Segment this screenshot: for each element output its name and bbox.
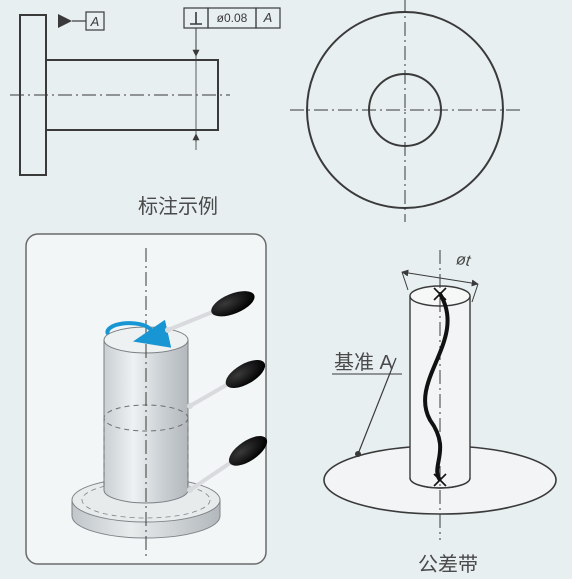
fcf-tolerance: ø0.08: [217, 11, 248, 25]
datum-a-tag: A: [58, 12, 104, 30]
datum-a-label: 基准 A: [334, 346, 393, 375]
phi-t-label: øt: [455, 251, 472, 271]
datum-letter: A: [90, 14, 100, 29]
annotation-example-label: 标注示例: [138, 190, 218, 219]
part-front-view: [290, 0, 520, 222]
measurement-panel: [26, 234, 272, 564]
tolerance-zone-label: 公差带: [418, 548, 478, 577]
fcf-datum: A: [263, 10, 273, 25]
tolerance-zone-diagram: [324, 250, 556, 540]
feature-control-frame: ø0.08 A: [184, 8, 280, 150]
part-side-view: [10, 15, 230, 175]
